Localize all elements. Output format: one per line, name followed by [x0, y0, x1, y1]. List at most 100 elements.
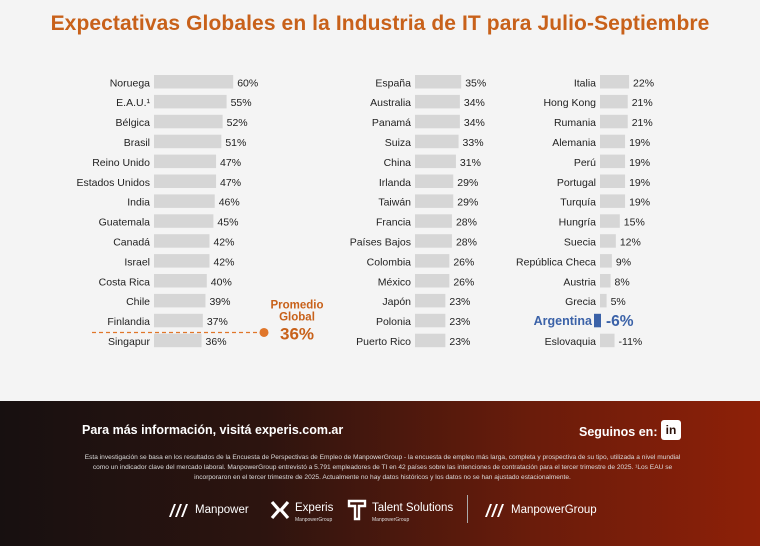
- bar-brasil: [154, 134, 222, 149]
- experis-icon: [270, 500, 290, 520]
- value-label-hungria: 15%: [624, 217, 645, 229]
- bar-colombia: [415, 254, 450, 268]
- page-title: Expectativas Globales en la Industria de…: [50, 12, 710, 35]
- country-label-alemania: Alemania: [552, 137, 596, 149]
- bar-polonia: [415, 313, 446, 328]
- value-label-israel: 42%: [213, 256, 234, 268]
- country-label-peru: Perú: [574, 157, 596, 169]
- bar-canada: [154, 234, 210, 248]
- country-label-guatemala: Guatemala: [99, 217, 151, 229]
- value-label-austria: 8%: [615, 276, 630, 288]
- country-label-china: China: [384, 157, 412, 169]
- talent-solutions-name: Talent Solutions: [372, 501, 454, 514]
- footer: Para más información, visitá experis.com…: [0, 401, 760, 546]
- country-label-puerto-rico: Puerto Rico: [356, 336, 411, 348]
- bar-panama: [415, 114, 460, 129]
- country-label-irlanda: Irlanda: [379, 177, 411, 189]
- follow-us-label: Seguinos en:: [579, 425, 658, 439]
- value-label-china: 31%: [460, 157, 481, 169]
- country-label-canada: Canadá: [113, 236, 150, 248]
- linkedin-icon[interactable]: in: [661, 420, 681, 440]
- bar-portugal: [600, 174, 626, 188]
- bar-suecia: [600, 234, 616, 248]
- bar-alemania: [600, 134, 626, 149]
- bar-paises-bajos: [415, 234, 452, 248]
- bar-australia: [415, 94, 460, 109]
- bar-mexico: [415, 274, 450, 288]
- country-label-eslovaquia: Eslovaquia: [545, 336, 597, 348]
- experis-link[interactable]: experis.com.ar: [255, 423, 344, 437]
- manpowergroup-name: ManpowerGroup: [511, 504, 597, 516]
- bar-argentina: [594, 313, 601, 328]
- value-label-brasil: 51%: [225, 137, 246, 149]
- bar-suiza: [415, 134, 459, 149]
- value-label-canada: 42%: [213, 236, 234, 248]
- value-label-reino-unido: 47%: [220, 157, 241, 169]
- bar-eslovaquia: [600, 333, 615, 348]
- bar-israel: [154, 254, 210, 268]
- bar-chile: [154, 293, 206, 308]
- country-label-italia: Italia: [574, 77, 596, 89]
- manpower-name: Manpower: [195, 504, 249, 516]
- value-label-estados-unidos: 47%: [220, 177, 241, 189]
- value-label-paises-bajos: 28%: [456, 236, 477, 248]
- country-label-chile: Chile: [126, 296, 150, 308]
- experis-logo: Experis ManpowerGroup: [270, 495, 333, 525]
- experis-name: Experis: [295, 501, 334, 514]
- value-label-australia: 34%: [464, 97, 485, 109]
- value-label-singapur: 36%: [206, 336, 227, 348]
- country-label-singapur: Singapur: [108, 336, 151, 348]
- value-label-grecia: 5%: [611, 296, 626, 308]
- global-average-value: 36%: [280, 324, 314, 343]
- bar-hong-kong: [600, 94, 628, 109]
- value-label-irlanda: 29%: [457, 177, 478, 189]
- talent-solutions-icon: [347, 499, 367, 521]
- value-label-belgica: 52%: [227, 117, 248, 129]
- country-label-espana: España: [375, 77, 411, 89]
- value-label-suiza: 33%: [463, 137, 484, 149]
- country-label-grecia: Grecia: [565, 296, 596, 308]
- global-average-marker: [259, 327, 269, 337]
- bar-reino-unido: [154, 154, 217, 169]
- country-label-belgica: Bélgica: [116, 117, 151, 129]
- value-label-portugal: 19%: [629, 177, 650, 189]
- bar-turquia: [600, 194, 626, 208]
- bar-japon: [415, 293, 446, 308]
- manpower-icon: [169, 504, 188, 517]
- brand-divider: [467, 495, 468, 523]
- bar-singapur: [154, 333, 202, 348]
- country-label-costa-rica: Costa Rica: [99, 276, 151, 288]
- bar-francia: [415, 214, 452, 228]
- country-label-francia: Francia: [376, 217, 411, 229]
- value-label-guatemala: 45%: [217, 217, 238, 229]
- country-label-mexico: México: [378, 276, 411, 288]
- country-label-brasil: Brasil: [124, 137, 150, 149]
- country-label-panama: Panamá: [372, 117, 411, 129]
- bar-e-a-u: [154, 94, 227, 109]
- bar-estados-unidos: [154, 174, 217, 188]
- global-average-label-2: Global: [279, 311, 315, 323]
- country-label-polonia: Polonia: [376, 316, 411, 328]
- value-label-hong-kong: 21%: [632, 97, 653, 109]
- country-label-republica-checa: República Checa: [516, 256, 596, 268]
- bar-belgica: [154, 114, 223, 129]
- bar-republica-checa: [600, 254, 612, 268]
- global-average-label-1: Promedio: [270, 299, 323, 311]
- value-label-mexico: 26%: [453, 276, 474, 288]
- value-label-costa-rica: 40%: [211, 276, 232, 288]
- country-label-austria: Austria: [563, 276, 596, 288]
- country-label-turquia: Turquía: [560, 197, 596, 209]
- bar-chart: Noruega 60% E.A.U.¹ 55% Bélgica 52% Brasil 51% R…: [76, 75, 654, 348]
- country-label-hong-kong: Hong Kong: [543, 97, 596, 109]
- value-label-e-a-u: 55%: [231, 97, 252, 109]
- country-label-e-a-u: E.A.U.¹: [116, 97, 150, 109]
- bar-espana: [415, 75, 462, 89]
- bar-italia: [600, 75, 630, 89]
- country-label-finlandia: Finlandia: [107, 316, 150, 328]
- country-label-reino-unido: Reino Unido: [92, 157, 150, 169]
- bar-grecia: [600, 293, 607, 308]
- value-label-chile: 39%: [209, 296, 230, 308]
- country-label-suecia: Suecia: [564, 236, 596, 248]
- bar-noruega: [154, 75, 234, 89]
- talent-solutions-logo: Talent Solutions ManpowerGroup: [347, 495, 453, 525]
